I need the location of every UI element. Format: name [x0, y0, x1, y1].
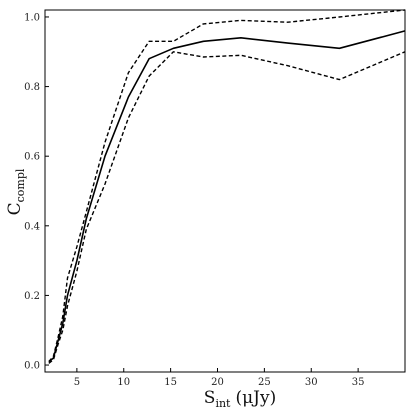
y-tick-label: 1.0: [24, 12, 40, 23]
y-axis-ticks: 0.0 0.2 0.4 0.6 0.8 1.0: [24, 12, 49, 372]
y-tick-label: 0.6: [24, 152, 40, 163]
y-tick-label: 0.2: [24, 291, 40, 302]
x-tick-label: 25: [258, 377, 271, 388]
x-tick-label: 10: [117, 377, 130, 388]
x-tick-label: 35: [352, 377, 365, 388]
x-tick-label: 15: [164, 377, 177, 388]
y-tick-label: 0.0: [24, 361, 40, 372]
x-axis-label: Sint (μJy): [204, 388, 276, 410]
series-line-2: [48, 51, 406, 364]
series-line-1: [48, 9, 406, 363]
x-tick-label: 30: [305, 377, 318, 388]
plot-frame: [44, 9, 406, 373]
x-tick-label: 5: [74, 377, 80, 388]
y-axis-label: Ccompl: [5, 168, 27, 215]
y-axis-label-subscript: compl: [14, 168, 27, 202]
x-axis-label-subscript: int: [215, 397, 231, 410]
y-axis-label-main: C: [5, 202, 25, 215]
y-tick-label: 0.8: [24, 82, 40, 93]
y-tick-label: 0.4: [24, 221, 40, 232]
x-axis-label-unit: (μJy): [235, 388, 276, 408]
x-tick-label: 20: [211, 377, 224, 388]
x-axis-label-main: S: [204, 388, 216, 408]
series-line-0: [48, 30, 406, 363]
x-axis-ticks: 5 10 15 20 25 30 35: [74, 368, 365, 388]
plot-lines: [48, 9, 406, 364]
